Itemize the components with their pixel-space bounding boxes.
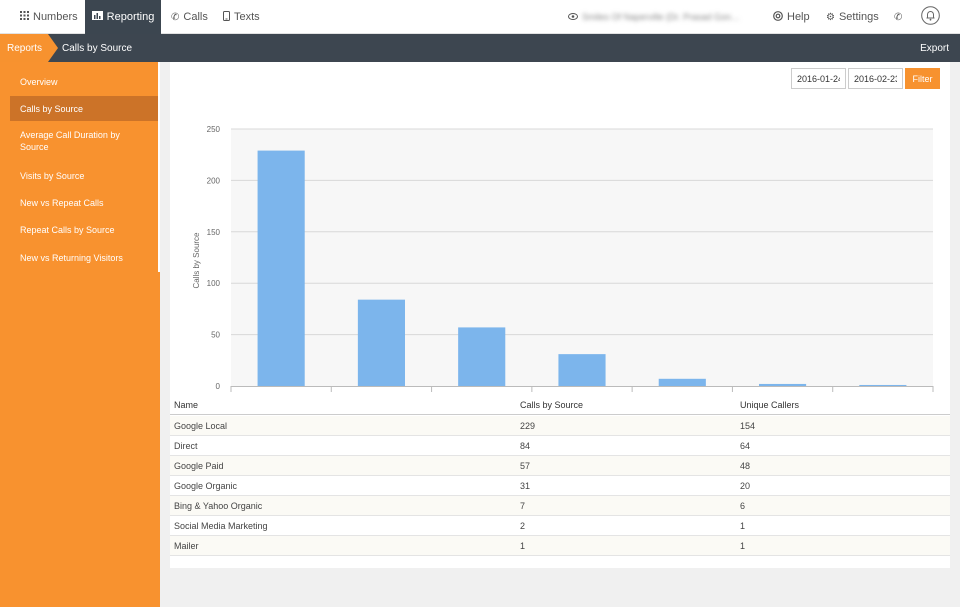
bar — [658, 378, 706, 386]
header-unique-callers: Unique Callers — [740, 400, 800, 410]
notifications-button[interactable] — [921, 0, 940, 34]
table-row: Bing & Yahoo Organic 7 6 — [170, 496, 950, 516]
bell-icon — [921, 6, 940, 28]
header-name: Name — [174, 400, 199, 410]
table-row: Google Organic 31 20 — [170, 476, 950, 496]
cell-name: Social Media Marketing — [174, 521, 268, 531]
cell-unique: 20 — [740, 481, 751, 491]
sidebar-item-repeat-calls[interactable]: Repeat Calls by Source — [20, 225, 115, 235]
y-tick-label: 0 — [216, 382, 221, 391]
cell-calls: 229 — [520, 421, 536, 431]
top-nav: Numbers Reporting ✆ Calls Texts Smiles O… — [0, 0, 960, 34]
table-header-row: Name Calls by Source Unique Callers — [170, 395, 950, 415]
nav-help-label: Help — [787, 11, 810, 23]
bar — [859, 384, 907, 386]
cell-name: Direct — [174, 441, 198, 451]
table-row: Google Local 229 154 — [170, 416, 950, 436]
cell-unique: 64 — [740, 441, 751, 451]
y-tick-label: 50 — [211, 331, 220, 340]
main-panel: Filter 0 50 100 150 200 250 Calls by Source N… — [170, 62, 950, 568]
account-switcher[interactable]: Smiles Of Naperville (Dr. Prasad Gon… — [568, 0, 740, 34]
y-tick-label: 250 — [207, 125, 221, 134]
breadcrumb-current: Calls by Source — [62, 42, 133, 54]
export-button[interactable]: Export — [920, 42, 949, 54]
chart-icon — [91, 11, 103, 23]
nav-calls[interactable]: ✆ Calls — [171, 0, 208, 34]
sidebar-item-new-vs-returning[interactable]: New vs Returning Visitors — [20, 253, 123, 263]
breadcrumb-arrow — [48, 34, 58, 62]
breadcrumb-reports[interactable]: Reports — [0, 34, 48, 62]
y-tick-label: 200 — [207, 176, 221, 185]
y-tick-label: 100 — [207, 279, 221, 288]
table-row: Mailer 1 1 — [170, 536, 950, 556]
grid-icon — [20, 11, 29, 23]
sidebar-item-overview[interactable]: Overview — [20, 77, 58, 87]
cell-name: Mailer — [174, 541, 199, 551]
cell-unique: 48 — [740, 461, 751, 471]
phone-icon: ✆ — [894, 11, 903, 23]
end-date-input[interactable] — [848, 68, 903, 89]
sidebar-divider — [158, 62, 160, 272]
sidebar-item-visits-by-source[interactable]: Visits by Source — [20, 171, 85, 181]
cell-unique: 1 — [740, 541, 746, 551]
gear-icon: ⚙ — [826, 11, 835, 23]
calls-by-source-chart: 0 50 100 150 200 250 Calls by Source — [192, 125, 934, 392]
bar — [558, 354, 606, 386]
sidebar-item-average-call-duration[interactable]: Average Call Duration by Source — [20, 130, 120, 152]
y-tick-label: 150 — [207, 228, 221, 237]
sidebar-item-new-vs-repeat[interactable]: New vs Repeat Calls — [20, 198, 104, 208]
cell-name: Google Paid — [174, 461, 224, 471]
nav-settings[interactable]: ⚙ Settings — [826, 0, 879, 34]
sidebar — [0, 62, 160, 607]
cell-calls: 84 — [520, 441, 531, 451]
nav-calls-label: Calls — [183, 11, 208, 23]
nav-reporting[interactable]: Reporting — [85, 0, 161, 34]
phone-button[interactable]: ✆ — [894, 0, 902, 34]
start-date-input[interactable] — [791, 68, 846, 89]
table-row: Social Media Marketing 2 1 — [170, 516, 950, 536]
nav-numbers-label: Numbers — [33, 11, 78, 23]
mobile-icon — [223, 10, 230, 24]
cell-unique: 6 — [740, 501, 746, 511]
lifebuoy-icon — [773, 10, 783, 24]
y-axis-label: Calls by Source — [192, 232, 201, 289]
nav-help[interactable]: Help — [773, 0, 810, 34]
nav-settings-label: Settings — [838, 11, 879, 23]
cell-calls: 57 — [520, 461, 531, 471]
bar — [458, 327, 506, 386]
cell-calls: 31 — [520, 481, 531, 491]
table-row: Google Paid 57 48 — [170, 456, 950, 476]
plot-background — [231, 129, 933, 386]
nav-reporting-label: Reporting — [106, 11, 155, 23]
account-name: Smiles Of Naperville (Dr. Prasad Gon… — [582, 12, 741, 22]
cell-unique: 154 — [740, 421, 756, 431]
cell-calls: 2 — [520, 521, 526, 531]
header-calls: Calls by Source — [520, 400, 584, 410]
cell-name: Bing & Yahoo Organic — [174, 501, 263, 511]
cell-name: Google Local — [174, 421, 228, 431]
phone-icon: ✆ — [171, 11, 180, 23]
filter-button[interactable]: Filter — [905, 68, 940, 89]
cell-name: Google Organic — [174, 481, 238, 491]
eye-icon — [568, 12, 578, 23]
cell-unique: 1 — [740, 521, 746, 531]
breadcrumb: Reports Calls by Source Export — [0, 34, 960, 62]
bar — [759, 383, 807, 386]
table-row: Direct 84 64 — [170, 436, 950, 456]
nav-texts[interactable]: Texts — [223, 0, 260, 34]
cell-calls: 1 — [520, 541, 526, 551]
bar — [257, 150, 305, 386]
nav-texts-label: Texts — [234, 11, 260, 23]
cell-calls: 7 — [520, 501, 526, 511]
bar — [357, 299, 405, 386]
sidebar-item-calls-by-source[interactable]: Calls by Source — [10, 96, 158, 121]
nav-numbers[interactable]: Numbers — [14, 0, 84, 34]
